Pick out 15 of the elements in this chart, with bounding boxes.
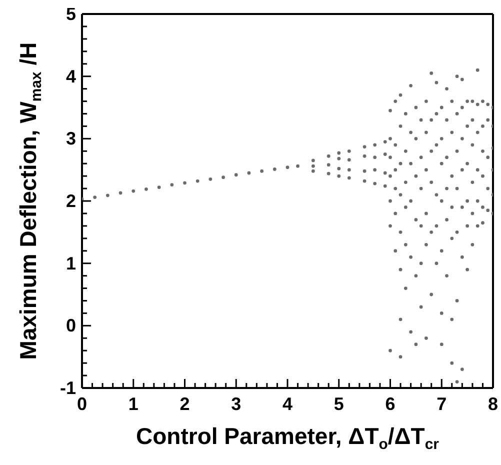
x-tick-label: 8	[488, 394, 498, 414]
y-tick-label: 4	[66, 66, 76, 86]
x-tick-label: 3	[231, 394, 242, 414]
y-tick-label: 0	[66, 316, 76, 336]
y-tick-label: 3	[66, 128, 76, 149]
x-tick-label: 1	[128, 394, 138, 414]
y-tick-label: 1	[66, 253, 76, 274]
x-tick-label: 7	[436, 394, 447, 414]
x-tick-label: 6	[385, 394, 396, 414]
x-tick-label: 5	[334, 394, 344, 414]
y-tick-label: -1	[60, 378, 76, 398]
x-tick-label: 2	[180, 394, 190, 414]
x-axis-title: Control Parameter, ΔT$_{o}$/ΔT$_{cr}$	[136, 423, 440, 452]
x-tick-label: 4	[282, 394, 293, 414]
y-tick-label: 2	[66, 191, 76, 211]
